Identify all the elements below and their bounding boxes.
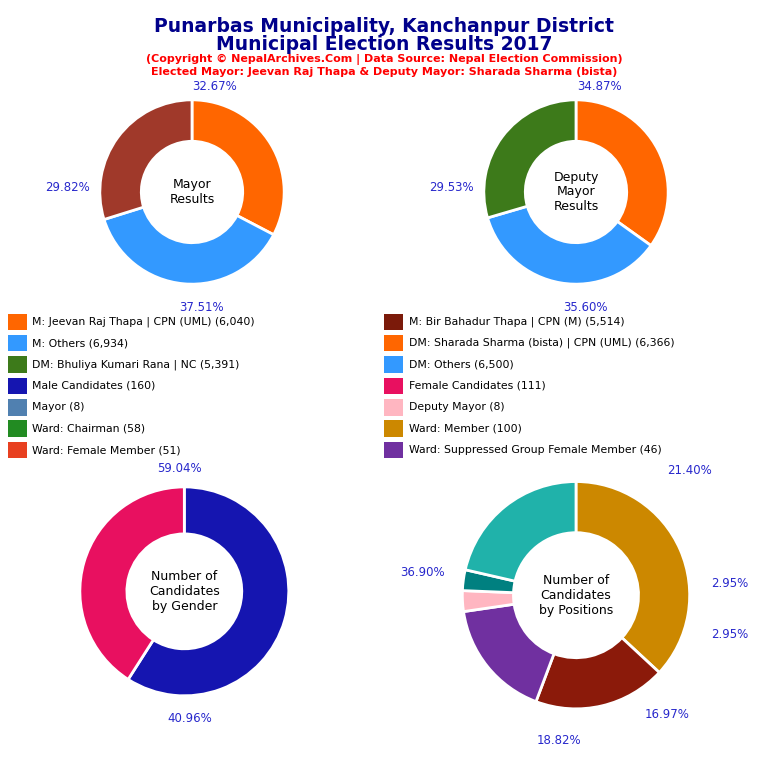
Bar bbox=[8, 399, 27, 415]
Text: Female Candidates (111): Female Candidates (111) bbox=[409, 381, 545, 391]
Bar bbox=[384, 378, 403, 394]
Text: (Copyright © NepalArchives.Com | Data Source: Nepal Election Commission): (Copyright © NepalArchives.Com | Data So… bbox=[146, 54, 622, 65]
Text: 29.53%: 29.53% bbox=[429, 181, 474, 194]
Text: Deputy Mayor (8): Deputy Mayor (8) bbox=[409, 402, 505, 412]
Text: 59.04%: 59.04% bbox=[157, 462, 201, 475]
Text: DM: Bhuliya Kumari Rana | NC (5,391): DM: Bhuliya Kumari Rana | NC (5,391) bbox=[32, 359, 240, 369]
Bar bbox=[8, 356, 27, 372]
Text: 16.97%: 16.97% bbox=[644, 708, 690, 721]
Wedge shape bbox=[128, 487, 289, 696]
Bar bbox=[8, 420, 27, 437]
Text: 2.95%: 2.95% bbox=[711, 578, 748, 591]
Bar bbox=[8, 313, 27, 330]
Wedge shape bbox=[192, 100, 284, 235]
Text: M: Others (6,934): M: Others (6,934) bbox=[32, 338, 128, 348]
Text: 35.60%: 35.60% bbox=[563, 301, 607, 313]
Wedge shape bbox=[576, 100, 668, 246]
Text: 2.95%: 2.95% bbox=[711, 628, 748, 641]
Wedge shape bbox=[464, 604, 554, 702]
Text: Elected Mayor: Jeevan Raj Thapa & Deputy Mayor: Sharada Sharma (bista): Elected Mayor: Jeevan Raj Thapa & Deputy… bbox=[151, 67, 617, 77]
Wedge shape bbox=[576, 482, 690, 673]
Text: Number of
Candidates
by Gender: Number of Candidates by Gender bbox=[149, 570, 220, 613]
Wedge shape bbox=[100, 100, 192, 220]
Wedge shape bbox=[465, 482, 576, 581]
Text: Number of
Candidates
by Positions: Number of Candidates by Positions bbox=[539, 574, 613, 617]
Text: Ward: Chairman (58): Ward: Chairman (58) bbox=[32, 424, 145, 434]
Bar bbox=[384, 313, 403, 330]
Bar bbox=[8, 378, 27, 394]
Wedge shape bbox=[104, 207, 273, 284]
Text: 32.67%: 32.67% bbox=[193, 80, 237, 92]
Text: 36.90%: 36.90% bbox=[400, 566, 445, 579]
Text: Ward: Suppressed Group Female Member (46): Ward: Suppressed Group Female Member (46… bbox=[409, 445, 661, 455]
Bar bbox=[384, 335, 403, 352]
Bar bbox=[8, 442, 27, 458]
Text: Punarbas Municipality, Kanchanpur District: Punarbas Municipality, Kanchanpur Distri… bbox=[154, 17, 614, 36]
Text: Ward: Female Member (51): Ward: Female Member (51) bbox=[32, 445, 181, 455]
Wedge shape bbox=[462, 591, 514, 611]
Text: Male Candidates (160): Male Candidates (160) bbox=[32, 381, 156, 391]
Wedge shape bbox=[484, 100, 576, 218]
Wedge shape bbox=[80, 487, 184, 680]
Text: Municipal Election Results 2017: Municipal Election Results 2017 bbox=[216, 35, 552, 54]
Text: Mayor
Results: Mayor Results bbox=[170, 178, 214, 206]
Text: 34.87%: 34.87% bbox=[577, 80, 621, 92]
Text: Ward: Member (100): Ward: Member (100) bbox=[409, 424, 521, 434]
Wedge shape bbox=[462, 570, 515, 593]
Bar bbox=[384, 420, 403, 437]
Wedge shape bbox=[536, 637, 659, 709]
Bar bbox=[384, 442, 403, 458]
Text: 40.96%: 40.96% bbox=[167, 712, 212, 725]
Text: 18.82%: 18.82% bbox=[537, 734, 581, 747]
Bar bbox=[384, 399, 403, 415]
Text: DM: Others (6,500): DM: Others (6,500) bbox=[409, 359, 513, 369]
Text: 29.82%: 29.82% bbox=[45, 181, 90, 194]
Bar bbox=[384, 356, 403, 372]
Text: DM: Sharada Sharma (bista) | CPN (UML) (6,366): DM: Sharada Sharma (bista) | CPN (UML) (… bbox=[409, 338, 674, 349]
Text: Deputy
Mayor
Results: Deputy Mayor Results bbox=[553, 170, 599, 214]
Text: Mayor (8): Mayor (8) bbox=[32, 402, 84, 412]
Text: M: Bir Bahadur Thapa | CPN (M) (5,514): M: Bir Bahadur Thapa | CPN (M) (5,514) bbox=[409, 316, 624, 327]
Bar bbox=[8, 335, 27, 352]
Text: M: Jeevan Raj Thapa | CPN (UML) (6,040): M: Jeevan Raj Thapa | CPN (UML) (6,040) bbox=[32, 316, 255, 327]
Wedge shape bbox=[488, 207, 651, 284]
Text: 21.40%: 21.40% bbox=[667, 464, 712, 477]
Text: 37.51%: 37.51% bbox=[179, 301, 223, 313]
